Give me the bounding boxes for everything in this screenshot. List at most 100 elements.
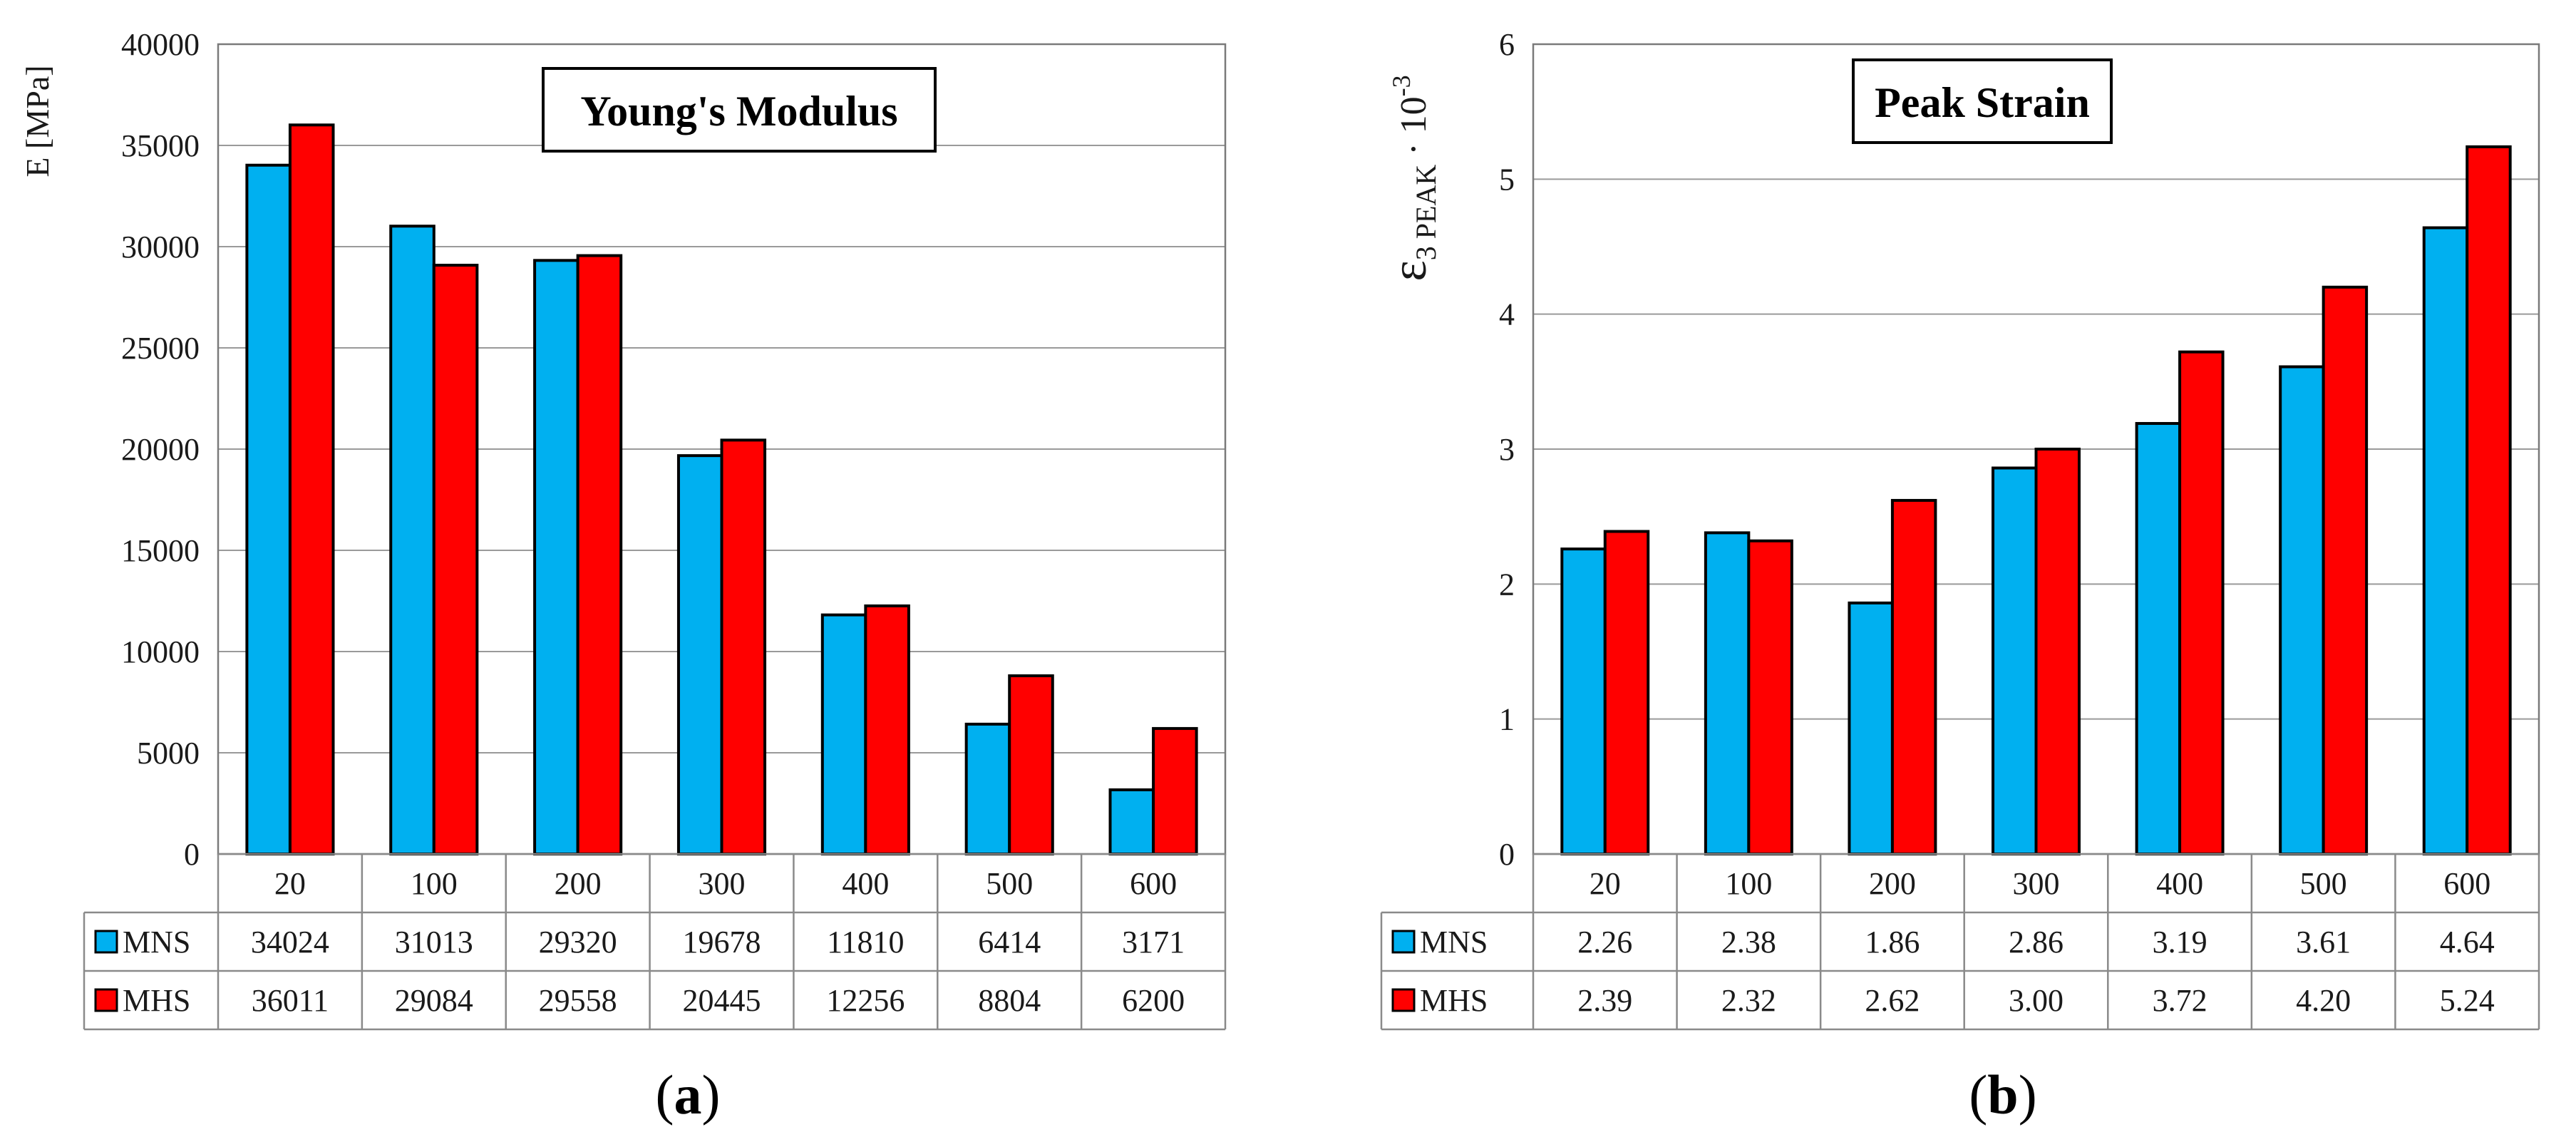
a-bar-mhs bbox=[720, 438, 767, 855]
a-legend-label-mns: MNS bbox=[123, 925, 190, 960]
a-bar-mhs bbox=[432, 264, 479, 855]
a-y-tick-label: 35000 bbox=[121, 128, 200, 163]
a-table-cell: 20445 bbox=[683, 983, 761, 1018]
b-y-tick-label: 6 bbox=[1499, 27, 1515, 62]
a-table-cell: 12256 bbox=[826, 983, 905, 1018]
b-bar-mns bbox=[2422, 226, 2469, 855]
b-y-axis-label: ε3 PEAK · 10-3 bbox=[1382, 75, 1442, 281]
a-title-text: Young's Modulus bbox=[580, 88, 897, 135]
panel-a-youngs-modulus: 0 5000 10000 15000 20000 25000 30000 35000 40000… bbox=[19, 27, 1227, 1126]
a-y-tick-label: 25000 bbox=[121, 331, 200, 366]
a-data-table: 20 100 200 300 400 500 600 MNS 34024 31013 29320 19… bbox=[83, 853, 1227, 1031]
panel-b-peak-strain: 0 1 2 3 4 5 6 20 100 200 300 400 500 600 MNS 2.26 2.38 1… bbox=[1380, 27, 2540, 1126]
a-table-cell: 3171 bbox=[1122, 925, 1185, 960]
b-x-category-label: 400 bbox=[2156, 866, 2203, 901]
a-bars bbox=[245, 123, 1198, 856]
b-legend-label-mns: MNS bbox=[1420, 925, 1488, 960]
b-caption: (b) bbox=[1969, 1064, 2036, 1126]
b-table-cell: 2.62 bbox=[1865, 983, 1920, 1018]
a-y-tick-label: 30000 bbox=[121, 230, 200, 264]
a-bar-mns bbox=[533, 259, 579, 855]
b-bar-mns bbox=[2279, 365, 2325, 855]
b-x-category-label: 20 bbox=[1590, 866, 1621, 901]
a-y-axis-label: E [MPa] bbox=[19, 65, 56, 177]
b-bar-mns bbox=[2135, 422, 2182, 855]
a-bar-mns bbox=[389, 225, 436, 856]
b-legend-key-mhs bbox=[1391, 988, 1416, 1012]
a-y-tick-label: 40000 bbox=[121, 27, 200, 62]
a-y-tick-label: 5000 bbox=[137, 736, 200, 771]
b-table-cell: 1.86 bbox=[1865, 925, 1920, 960]
b-ylabel-symbol: ε bbox=[1382, 260, 1437, 281]
b-bar-mhs bbox=[1603, 530, 1650, 855]
a-table-cell: 6414 bbox=[978, 925, 1041, 960]
b-bar-mns bbox=[1848, 601, 1894, 856]
a-x-category-label: 20 bbox=[274, 866, 306, 901]
b-legend-key-mns bbox=[1391, 930, 1416, 954]
a-bar-mns bbox=[964, 722, 1011, 855]
b-bar-mns bbox=[1992, 466, 2038, 855]
a-table-cell: 29084 bbox=[395, 983, 473, 1018]
b-x-category-label: 300 bbox=[2013, 866, 2060, 901]
b-bar-mhs bbox=[2466, 145, 2512, 856]
b-x-category-label: 200 bbox=[1869, 866, 1916, 901]
b-table-cell: 3.00 bbox=[2009, 983, 2064, 1018]
b-y-tick-label: 0 bbox=[1499, 837, 1515, 872]
a-y-tick-label: 0 bbox=[184, 837, 200, 872]
a-bar-mns bbox=[820, 613, 867, 855]
a-table-cell: 11810 bbox=[827, 925, 904, 960]
a-table-cell: 31013 bbox=[395, 925, 473, 960]
b-bar-mhs bbox=[1890, 498, 1937, 855]
a-table-cell: 29558 bbox=[539, 983, 617, 1018]
b-y-tick-label: 5 bbox=[1499, 162, 1515, 197]
b-legend-label-mhs: MHS bbox=[1420, 983, 1488, 1018]
b-bar-mns bbox=[1560, 547, 1607, 856]
b-y-tick-label: 1 bbox=[1499, 702, 1515, 737]
b-title-box bbox=[1852, 58, 2113, 144]
b-ylabel-sup: -3 bbox=[1387, 75, 1416, 96]
a-caption: (a) bbox=[656, 1064, 721, 1126]
b-bar-mns bbox=[1704, 531, 1751, 855]
b-title-text: Peak Strain bbox=[1875, 79, 2090, 126]
a-y-tick-label: 10000 bbox=[121, 634, 200, 669]
b-table-cell: 3.61 bbox=[2296, 925, 2351, 960]
a-y-tick-labels: 0 5000 10000 15000 20000 25000 30000 35000 40000 bbox=[121, 27, 200, 872]
a-legend-key-mns bbox=[94, 930, 118, 954]
b-x-category-label: 500 bbox=[2300, 866, 2347, 901]
b-bar-mhs bbox=[2322, 285, 2369, 855]
b-y-tick-labels: 0 1 2 3 4 5 6 bbox=[1499, 27, 1515, 872]
a-table-cell: 6200 bbox=[1122, 983, 1185, 1018]
a-table-cell: 19678 bbox=[683, 925, 761, 960]
b-bar-mhs bbox=[2178, 350, 2225, 855]
a-bar-mns bbox=[676, 454, 723, 855]
b-chart-title: Peak Strain bbox=[1852, 58, 2113, 144]
b-x-category-label: 100 bbox=[1725, 866, 1772, 901]
b-table-cell: 4.64 bbox=[2440, 925, 2495, 960]
b-ylabel-rest: · 10 bbox=[1393, 96, 1434, 164]
b-table-cell: 5.24 bbox=[2440, 983, 2495, 1018]
b-bar-mhs bbox=[2034, 448, 2081, 855]
b-bars bbox=[1560, 145, 2512, 856]
a-y-tick-label: 20000 bbox=[121, 432, 200, 467]
b-y-tick-label: 4 bbox=[1499, 297, 1515, 332]
a-x-category-label: 300 bbox=[699, 866, 746, 901]
a-bar-mhs bbox=[1008, 674, 1054, 855]
a-title-box bbox=[542, 67, 937, 153]
a-x-category-label: 500 bbox=[986, 866, 1033, 901]
a-table-cell: 29320 bbox=[539, 925, 617, 960]
a-bar-mhs bbox=[288, 123, 335, 855]
b-table-cell: 2.26 bbox=[1577, 925, 1632, 960]
b-table-cell: 2.86 bbox=[2009, 925, 2064, 960]
b-table-cell: 2.38 bbox=[1721, 925, 1776, 960]
b-table-cell: 4.20 bbox=[2296, 983, 2351, 1018]
a-legend-key-mhs bbox=[94, 988, 118, 1012]
a-chart-title: Young's Modulus bbox=[542, 67, 937, 153]
a-x-category-label: 600 bbox=[1130, 866, 1177, 901]
a-bar-mhs bbox=[576, 254, 623, 855]
a-legend-label-mhs: MHS bbox=[123, 983, 190, 1018]
b-data-table: 20 100 200 300 400 500 600 MNS 2.26 2.38 1.86 2.86 3… bbox=[1380, 853, 2540, 1031]
b-bar-mhs bbox=[1747, 539, 1793, 855]
b-table-cell: 3.19 bbox=[2153, 925, 2207, 960]
b-y-tick-label: 2 bbox=[1499, 567, 1515, 602]
